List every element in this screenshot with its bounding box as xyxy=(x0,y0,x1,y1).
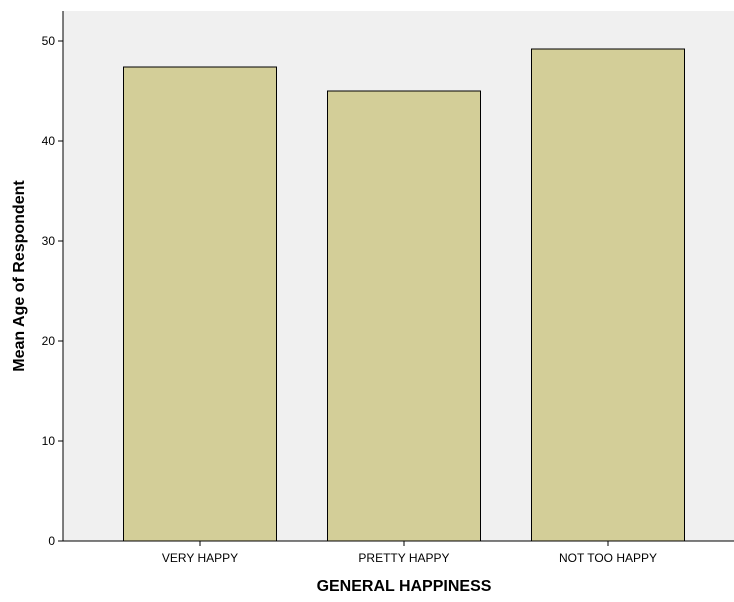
y-tick-label: 30 xyxy=(42,234,56,248)
y-tick-label: 20 xyxy=(42,334,56,348)
bar-not-too-happy xyxy=(531,48,685,542)
x-axis: VERY HAPPY PRETTY HAPPY NOT TOO HAPPY xyxy=(63,540,734,565)
y-axis-title: Mean Age of Respondent xyxy=(11,180,28,372)
bar-pretty-happy xyxy=(327,90,481,542)
x-tick-label: PRETTY HAPPY xyxy=(358,551,449,565)
x-tick-label: VERY HAPPY xyxy=(162,551,238,565)
x-tick-label: NOT TOO HAPPY xyxy=(559,551,657,565)
y-tick-label: 50 xyxy=(42,34,56,48)
y-tick-label: 0 xyxy=(48,534,55,548)
bar-very-happy xyxy=(123,66,277,542)
bars-group xyxy=(123,48,685,542)
x-axis-title: GENERAL HAPPINESS xyxy=(317,578,492,595)
y-tick-label: 10 xyxy=(42,434,56,448)
y-axis: 0 10 20 30 40 50 xyxy=(42,11,64,548)
y-tick-label: 40 xyxy=(42,134,56,148)
